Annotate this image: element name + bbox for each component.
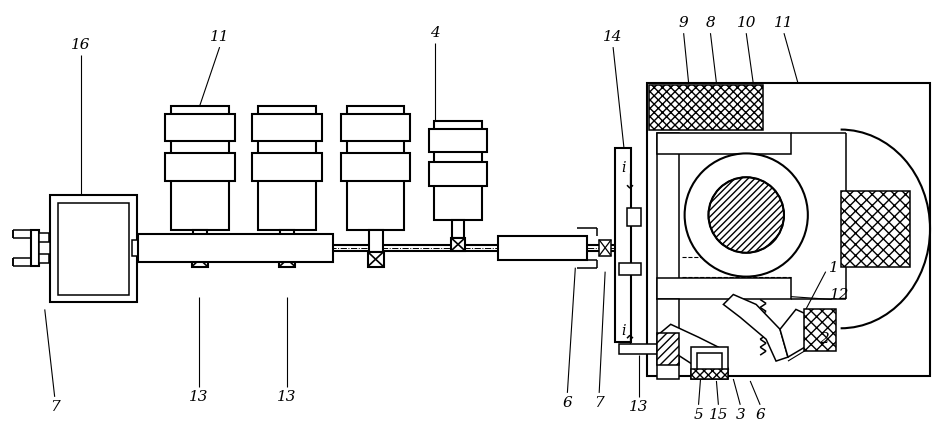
Bar xyxy=(368,230,382,252)
Bar xyxy=(452,220,464,238)
Text: 10: 10 xyxy=(737,16,756,30)
Bar xyxy=(57,203,129,295)
Text: 4: 4 xyxy=(430,26,440,40)
Text: 3: 3 xyxy=(736,408,745,422)
Bar xyxy=(649,85,763,130)
Bar xyxy=(657,132,678,299)
Bar xyxy=(165,114,235,141)
Bar xyxy=(696,353,723,373)
Text: 13: 13 xyxy=(629,400,649,414)
Text: 14: 14 xyxy=(603,30,623,44)
Bar xyxy=(804,309,836,351)
Bar xyxy=(599,240,611,256)
Bar xyxy=(138,238,333,258)
Text: 7: 7 xyxy=(50,400,59,414)
Bar xyxy=(619,344,667,354)
Bar xyxy=(657,333,678,365)
Bar xyxy=(279,252,295,266)
Bar xyxy=(430,128,487,152)
Bar xyxy=(497,236,587,260)
Bar xyxy=(627,208,641,226)
Bar xyxy=(280,230,294,252)
Bar xyxy=(430,162,487,186)
Text: 6: 6 xyxy=(562,396,572,410)
Bar xyxy=(252,114,322,141)
Bar xyxy=(615,148,631,342)
Bar xyxy=(39,233,49,263)
Bar xyxy=(451,238,465,251)
Text: i: i xyxy=(622,324,626,338)
Text: 13: 13 xyxy=(189,390,208,404)
Text: 1: 1 xyxy=(829,261,838,275)
Bar xyxy=(657,299,678,379)
Text: 11: 11 xyxy=(210,30,229,44)
Bar xyxy=(657,278,791,299)
Bar xyxy=(690,369,728,379)
Polygon shape xyxy=(780,309,818,357)
Bar xyxy=(341,153,411,181)
Text: 8: 8 xyxy=(706,16,715,30)
Bar xyxy=(840,191,910,266)
Circle shape xyxy=(708,177,784,253)
Bar xyxy=(347,106,404,230)
Text: 15: 15 xyxy=(708,408,728,422)
Bar xyxy=(50,195,138,302)
Bar xyxy=(434,121,482,220)
Bar xyxy=(192,252,207,266)
Text: 7: 7 xyxy=(594,396,604,410)
Polygon shape xyxy=(723,295,788,361)
Bar xyxy=(647,83,930,376)
Text: 5: 5 xyxy=(693,408,704,422)
Bar xyxy=(165,153,235,181)
Bar xyxy=(132,240,140,256)
Text: 13: 13 xyxy=(278,390,297,404)
Circle shape xyxy=(685,153,808,276)
Text: 16: 16 xyxy=(71,38,90,52)
Bar xyxy=(171,106,229,230)
Bar xyxy=(619,263,641,275)
Text: 12: 12 xyxy=(830,289,850,302)
Bar xyxy=(31,230,39,266)
Bar xyxy=(341,114,411,141)
Text: 2: 2 xyxy=(819,332,829,346)
Bar xyxy=(193,230,206,252)
Polygon shape xyxy=(658,324,728,377)
Text: 11: 11 xyxy=(774,16,794,30)
Bar xyxy=(657,132,791,155)
Bar xyxy=(138,234,333,262)
Text: i: i xyxy=(622,161,626,175)
Text: 6: 6 xyxy=(755,408,765,422)
Bar xyxy=(252,153,322,181)
Bar xyxy=(39,242,50,254)
Bar xyxy=(367,252,383,266)
Text: 9: 9 xyxy=(679,16,689,30)
Bar xyxy=(690,347,728,379)
Bar xyxy=(258,106,316,230)
